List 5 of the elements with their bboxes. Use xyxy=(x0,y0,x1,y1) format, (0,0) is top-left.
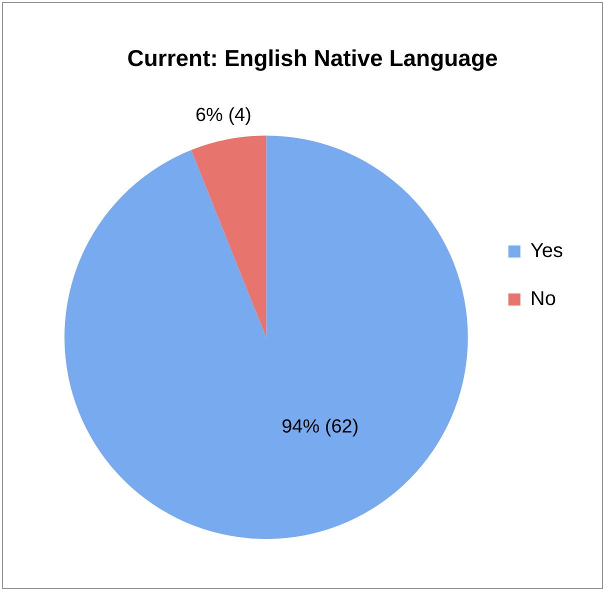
chart-title: Current: English Native Language xyxy=(127,45,498,72)
legend-label: Yes xyxy=(530,240,564,262)
data-label: 6% (4) xyxy=(195,104,252,126)
data-label: 94% (62) xyxy=(282,416,359,438)
legend-label: No xyxy=(530,288,556,310)
